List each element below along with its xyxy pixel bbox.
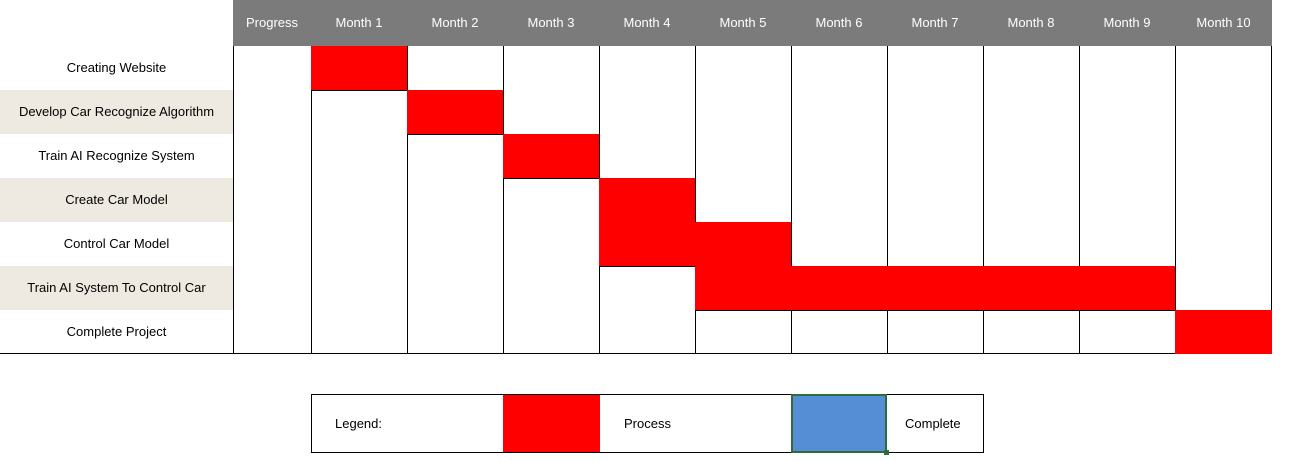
column-header-4: Month 4: [623, 15, 671, 30]
grid-hline: [599, 266, 695, 267]
task-bar-month-3: [503, 134, 599, 178]
grid-vline: [791, 46, 792, 354]
column-header-10: Month 10: [1196, 15, 1251, 30]
column-header-8: Month 8: [1007, 15, 1055, 30]
grid-hline: [311, 90, 407, 91]
grid-hline: [983, 310, 1079, 311]
task-bar-month-7: [887, 266, 983, 310]
task-label: Train AI Recognize System: [38, 148, 195, 163]
legend-complete-swatch-handle: [884, 450, 889, 455]
legend-complete-swatch: [791, 394, 887, 453]
task-bar-month-4: [599, 178, 695, 222]
column-header-5: Month 5: [719, 15, 767, 30]
legend: [311, 394, 984, 453]
legend-title: Legend:: [335, 416, 382, 431]
legend-complete-label: Complete: [905, 416, 961, 431]
grid-vline: [233, 46, 234, 354]
task-label: Create Car Model: [0, 178, 233, 222]
column-header-0: Progress: [245, 15, 299, 30]
task-bar-month-5: [695, 222, 791, 266]
task-bar-month-2: [407, 90, 503, 134]
task-bar-month-5: [695, 266, 791, 310]
task-bar-month-8: [983, 266, 1079, 310]
legend-process-swatch: [503, 395, 600, 452]
column-header-2: Month 2: [431, 15, 479, 30]
column-header-6: Month 6: [815, 15, 863, 30]
grid-vline: [311, 46, 312, 354]
column-header-7: Month 7: [911, 15, 959, 30]
grid-vline: [695, 46, 696, 354]
grid-hline: [1079, 310, 1175, 311]
task-bar-month-9: [1079, 266, 1175, 310]
grid-vline: [407, 46, 408, 354]
grid-vline: [983, 46, 984, 354]
column-header-3: Month 3: [527, 15, 575, 30]
task-label: Complete Project: [66, 324, 167, 339]
grid-hline: [407, 134, 503, 135]
task-label: Control Car Model: [63, 236, 170, 251]
header-band: [233, 0, 1272, 46]
task-label: Develop Car Recognize Algorithm: [0, 90, 233, 134]
task-label: Train AI System To Control Car: [0, 266, 233, 310]
task-bar-month-10: [1175, 310, 1272, 354]
grid-vline: [887, 46, 888, 354]
legend-process-label: Process: [624, 416, 671, 431]
grid-hline: [695, 310, 791, 311]
column-header-9: Month 9: [1103, 15, 1151, 30]
task-label: Creating Website: [66, 60, 167, 75]
grid-hline: [791, 310, 887, 311]
column-header-1: Month 1: [335, 15, 383, 30]
task-bar-month-4: [599, 222, 695, 266]
grid-hline: [503, 178, 599, 179]
task-bar-month-1: [311, 46, 407, 90]
grid-vline: [1079, 46, 1080, 354]
grid-vline: [1175, 46, 1176, 354]
grid-bottom-line: [0, 353, 1272, 354]
task-bar-month-6: [791, 266, 887, 310]
grid-vline: [503, 46, 504, 354]
grid-vline: [1271, 46, 1272, 354]
grid-hline: [887, 310, 983, 311]
